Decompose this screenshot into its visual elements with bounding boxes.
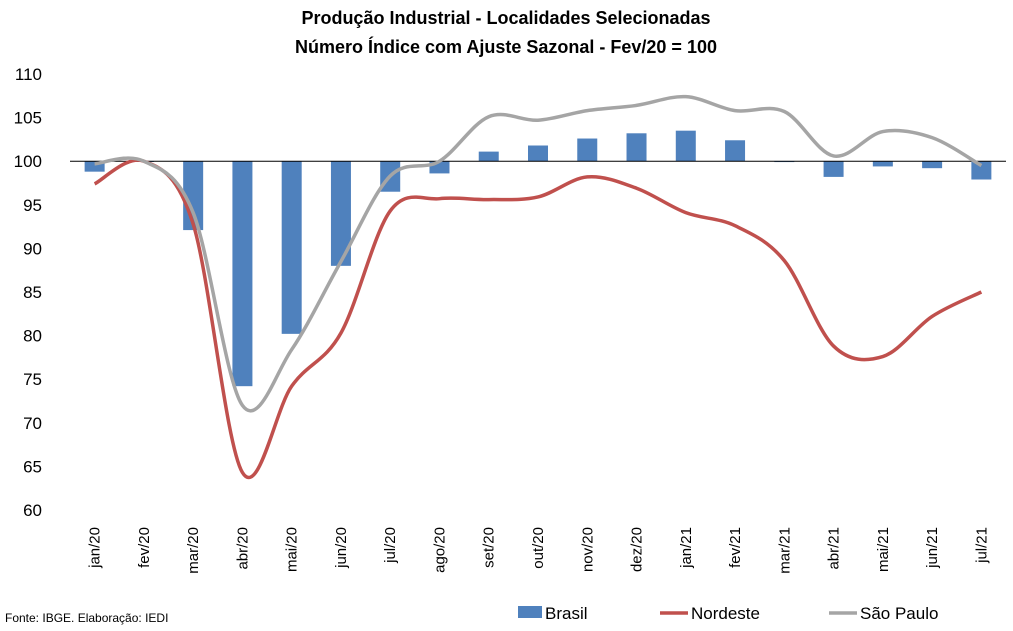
x-tick-label: fev/21 (727, 527, 744, 568)
y-tick-label: 105 (14, 109, 42, 128)
bar-brasil (528, 145, 548, 162)
y-tick-label: 65 (23, 457, 42, 476)
y-tick-label: 110 (15, 65, 42, 84)
series-lines (93, 94, 983, 480)
x-tick-label: jul/20 (382, 527, 399, 564)
x-tick-label: nov/20 (579, 527, 596, 572)
bar-brasil (922, 161, 943, 169)
y-tick-label: 95 (23, 196, 42, 215)
y-tick-label: 80 (23, 327, 42, 346)
y-tick-label: 100 (14, 152, 42, 171)
x-tick-label: ago/20 (431, 527, 448, 573)
x-tick-label: abr/21 (826, 527, 843, 570)
bar-brasil (577, 138, 598, 162)
x-tick-label: jan/20 (87, 527, 104, 569)
x-tick-label: fev/20 (136, 527, 153, 568)
bar-brasil (675, 130, 696, 162)
y-tick-label: 85 (23, 283, 42, 302)
legend: Brasil Nordeste São Paulo (518, 604, 938, 623)
y-tick-label: 70 (23, 414, 42, 433)
x-tick-label: set/20 (481, 527, 498, 568)
bar-brasil (478, 151, 499, 162)
x-tick-label: mai/21 (875, 527, 892, 572)
x-tick-label: mar/20 (185, 527, 202, 574)
legend-label: São Paulo (860, 604, 938, 623)
x-tick-label: out/20 (530, 527, 547, 569)
bar-brasil (626, 133, 647, 162)
source-note: Fonte: IBGE. Elaboração: IEDI (5, 611, 168, 625)
x-tick-label: jan/21 (678, 527, 695, 569)
chart-title: Produção Industrial - Localidades Seleci… (301, 8, 710, 28)
x-tick-label: jul/21 (973, 527, 990, 564)
legend-label: Nordeste (691, 604, 760, 623)
y-tick-label: 90 (23, 239, 42, 258)
line-nordeste (93, 158, 983, 480)
y-tick-label: 60 (23, 501, 42, 520)
x-tick-label: mar/21 (776, 527, 793, 574)
bar-brasil (232, 161, 253, 387)
bar-brasil (725, 140, 746, 162)
x-axis: jan/20 fev/20 mar/20 abr/20 mai/20 jun/20 jul/… (87, 527, 991, 574)
x-tick-label: jun/21 (924, 527, 941, 569)
bar-brasil (823, 161, 844, 177)
chart-subtitle: Número Índice com Ajuste Sazonal - Fev/2… (295, 36, 717, 57)
bar-brasil (84, 161, 105, 172)
x-tick-label: abr/20 (234, 527, 251, 570)
legend-swatch (518, 606, 542, 618)
bar-brasil (330, 161, 351, 266)
bar-brasil (971, 161, 992, 180)
y-axis: 60 65 70 75 80 85 90 95 100 105 110 (14, 65, 42, 520)
x-tick-label: mai/20 (284, 527, 301, 572)
bars-brasil (84, 130, 992, 387)
y-tick-label: 75 (23, 370, 42, 389)
bar-brasil (872, 161, 893, 167)
bar-brasil (281, 161, 302, 334)
x-tick-label: jun/20 (333, 527, 350, 569)
line-s-o-paulo (94, 94, 983, 413)
x-tick-label: dez/20 (629, 527, 646, 572)
legend-label: Brasil (545, 604, 588, 623)
